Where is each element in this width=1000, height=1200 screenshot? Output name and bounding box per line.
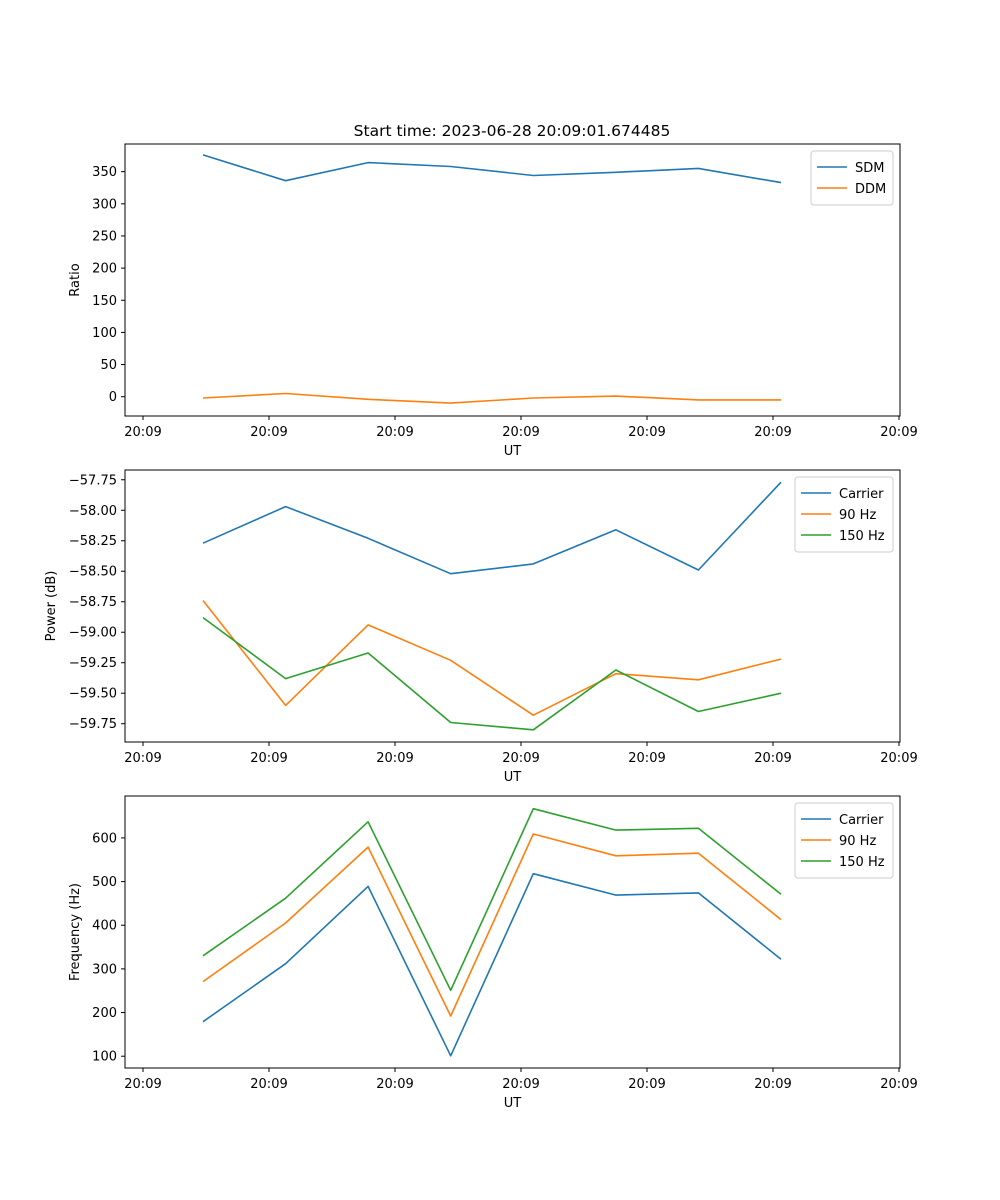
y-tick-label: 150 (92, 294, 117, 309)
legend-frame (794, 476, 894, 553)
x-tick-label: 20:09 (376, 425, 413, 440)
y-axis-label: Frequency (Hz) (68, 883, 83, 981)
panel-1: 20:0920:0920:0920:0920:0920:0920:0920:10… (68, 143, 918, 459)
panel-3: 20:0920:0920:0920:0920:0920:0920:0920:10… (68, 795, 918, 1111)
y-tick-label: 500 (92, 875, 117, 890)
x-tick-label: 20:09 (124, 751, 161, 766)
x-tick-label: 20:09 (376, 751, 413, 766)
legend: SDM DDM (810, 150, 894, 206)
y-tick-label: −58.25 (69, 534, 117, 549)
series-line-sdm (202, 154, 782, 184)
y-tick-label: 0 (109, 390, 117, 405)
x-axis-label: UT (504, 444, 522, 459)
y-tick-label: −57.75 (69, 473, 117, 488)
legend: Carrier 90 Hz 150 Hz (794, 802, 894, 879)
legend-label: 90 Hz (839, 834, 876, 849)
axes-frame (124, 795, 901, 1069)
y-tick-label: −59.25 (69, 656, 117, 671)
legend-frame (794, 802, 894, 879)
y-tick-label: 50 (100, 358, 117, 373)
x-tick-label: 20:09 (250, 751, 287, 766)
y-axis-label: Power (dB) (44, 571, 59, 642)
y-tick-label: −58.00 (69, 504, 117, 519)
figure-title: Start time: 2023-06-28 20:09:01.674485 (354, 122, 671, 140)
series-line-90-hz (202, 833, 782, 1017)
x-tick-label: 20:09 (250, 1077, 287, 1092)
y-tick-label: −58.50 (69, 565, 117, 580)
x-tick-label: 20:09 (502, 425, 539, 440)
y-tick-label: 600 (92, 831, 117, 846)
series-line-carrier (202, 481, 782, 575)
series-line-carrier (202, 872, 782, 1057)
x-tick-label: 20:09 (124, 425, 161, 440)
x-tick-label: 20:09 (628, 1077, 665, 1092)
axes-frame (124, 469, 901, 743)
x-tick-label: 20:09 (754, 751, 791, 766)
legend-label: DDM (855, 182, 886, 197)
legend-label: 150 Hz (839, 529, 885, 544)
legend-label: 150 Hz (839, 855, 885, 870)
y-tick-label: −59.75 (69, 717, 117, 732)
x-tick-label: 20:09 (376, 1077, 413, 1092)
x-tick-label: 20:09 (880, 425, 917, 440)
y-tick-label: 250 (92, 229, 117, 244)
y-tick-label: 350 (92, 165, 117, 180)
series-line-90-hz (202, 600, 782, 717)
x-tick-label: 20:09 (628, 751, 665, 766)
legend-label: Carrier (839, 487, 884, 502)
y-tick-label: 300 (92, 197, 117, 212)
series-line-150-hz (202, 616, 782, 731)
axes-frame (124, 143, 901, 417)
panel-2: 20:0920:0920:0920:0920:0920:0920:0920:10… (44, 469, 918, 785)
legend: Carrier 90 Hz 150 Hz (794, 476, 894, 553)
x-axis-label: UT (504, 1096, 522, 1111)
x-tick-label: 20:09 (754, 425, 791, 440)
y-tick-label: 200 (92, 1006, 117, 1021)
x-axis-label: UT (504, 770, 522, 785)
y-tick-label: 400 (92, 919, 117, 934)
x-tick-label: 20:09 (754, 1077, 791, 1092)
legend-label: 90 Hz (839, 508, 876, 523)
x-tick-label: 20:09 (628, 425, 665, 440)
x-tick-label: 20:09 (880, 751, 917, 766)
legend-label: Carrier (839, 813, 884, 828)
x-tick-label: 20:09 (502, 751, 539, 766)
y-tick-label: −59.00 (69, 626, 117, 641)
legend-frame (810, 150, 894, 206)
y-tick-label: −58.75 (69, 595, 117, 610)
x-tick-label: 20:09 (502, 1077, 539, 1092)
series-line-ddm (202, 392, 781, 404)
y-tick-label: 200 (92, 262, 117, 277)
x-tick-label: 20:09 (124, 1077, 161, 1092)
x-tick-label: 20:09 (250, 425, 287, 440)
y-tick-label: −59.50 (69, 687, 117, 702)
y-tick-label: 100 (92, 1050, 117, 1065)
y-tick-label: 100 (92, 326, 117, 341)
y-tick-label: 300 (92, 962, 117, 977)
series-line-150-hz (202, 807, 782, 992)
y-axis-label: Ratio (68, 263, 83, 296)
legend-label: SDM (855, 161, 884, 176)
x-tick-label: 20:09 (880, 1077, 917, 1092)
